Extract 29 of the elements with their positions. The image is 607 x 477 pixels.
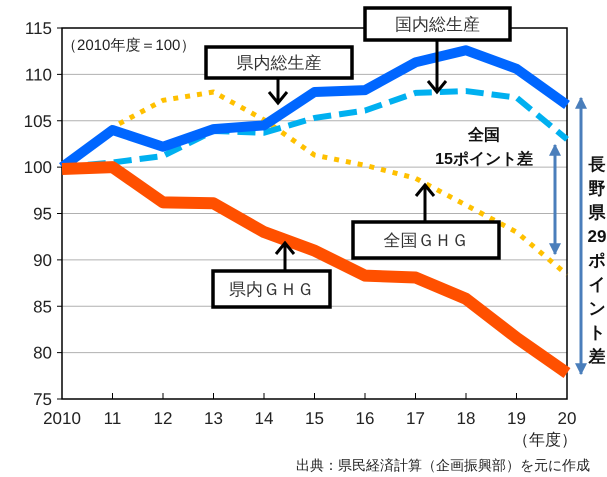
y-tick-label: 80 (33, 344, 52, 363)
series-label: 全国ＧＨＧ (384, 231, 468, 250)
x-tick-label: 2010 (43, 409, 81, 428)
annotation: （2010年度＝100） (62, 37, 196, 54)
text: （年度） (513, 431, 577, 449)
y-tick-label: 85 (33, 297, 52, 316)
y-tick-label: 100 (24, 158, 52, 178)
x-tick-label: 20 (558, 409, 576, 428)
x-tick-label: 13 (204, 409, 223, 428)
annotation: 全国 15ポイント差 (435, 126, 533, 168)
source-note: 出典：県民経済計算（企画振興部）を元に作成 (296, 457, 590, 473)
x-tick-label: 12 (154, 409, 172, 428)
series-label: 県内ＧＨＧ (229, 280, 314, 299)
x-tick-label: 17 (406, 409, 425, 428)
y-tick-label: 75 (33, 390, 52, 409)
x-tick-label: 16 (356, 409, 374, 428)
text: 長野県29ポイント差 (588, 155, 606, 366)
x-tick-label: 19 (507, 409, 526, 428)
x-tick-label: 15 (305, 409, 324, 428)
x-tick-label: 14 (254, 409, 274, 428)
y-tick-label: 105 (24, 112, 52, 131)
text: 国内総生産 (395, 15, 480, 34)
y-tick-label: 95 (33, 204, 52, 224)
y-tick-label: 90 (33, 250, 52, 270)
y-tick-label: 110 (24, 65, 52, 84)
series-label: 県内総生産 (236, 54, 322, 72)
y-tick-label: 115 (24, 19, 52, 38)
x-tick-label: 11 (104, 409, 122, 428)
x-tick-label: 18 (456, 409, 476, 428)
